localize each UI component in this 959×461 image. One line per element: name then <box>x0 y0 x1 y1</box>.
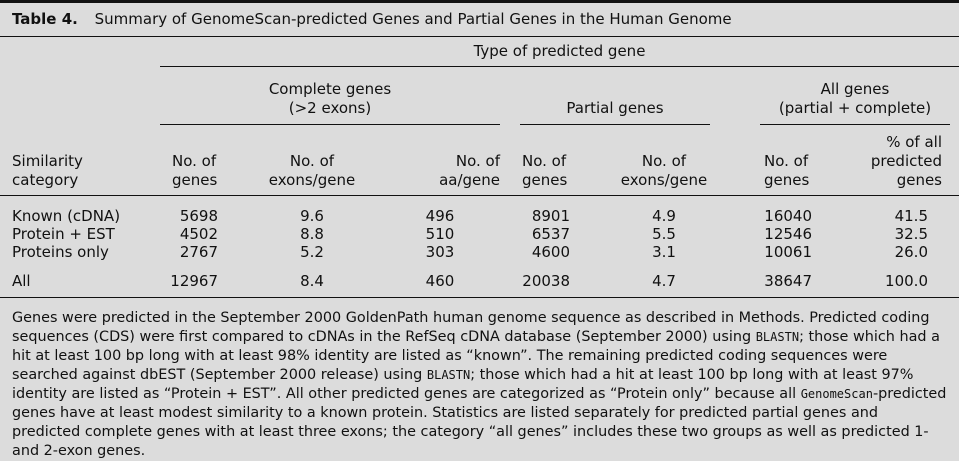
row-category: Protein + EST <box>12 225 115 243</box>
col-header-partial-exons-l2: exons/gene <box>620 171 708 189</box>
cell-complete-aa: 496 <box>425 207 455 225</box>
footnote-program: BLASTN <box>426 368 471 382</box>
row-category: Known (cDNA) <box>12 207 121 225</box>
col-header-all-pct-l3: genes <box>896 171 942 189</box>
cell-complete-exons: 5.2 <box>300 243 324 261</box>
col-header-all-genes: No. of genes <box>764 152 809 190</box>
col-header-partial-exons: No. of exons/gene <box>614 152 714 190</box>
all-genes-label: All genes <box>820 80 890 98</box>
cell-complete-genes: 5698 <box>179 207 218 225</box>
col-header-complete-genes-l2: genes <box>172 171 218 189</box>
cell-complete-genes: 2767 <box>179 243 218 261</box>
col-header-similarity-l2: category <box>12 171 79 189</box>
col-header-partial-genes: No. of genes <box>522 152 567 190</box>
table-title: Summary of GenomeScan-predicted Genes an… <box>94 10 732 28</box>
complete-genes-header: Complete genes (>2 exons) <box>160 80 500 118</box>
footnote-program: BLASTN <box>755 330 800 344</box>
cell-partial-genes: 4600 <box>531 243 570 261</box>
footnote-text: ; those which had a hit at least 100 bp … <box>12 329 940 383</box>
group-header: Type of predicted gene <box>473 42 646 60</box>
col-header-partial-genes-l1: No. of <box>522 152 567 170</box>
table-title-bar: Table 4. Summary of GenomeScan-predicted… <box>0 0 959 36</box>
col-header-all-genes-l2: genes <box>764 171 810 189</box>
col-header-all-genes-l1: No. of <box>764 152 809 170</box>
footnote-text: Genes were predicted in the September 20… <box>12 310 930 345</box>
cell-complete-aa: 460 <box>425 272 455 290</box>
col-header-complete-aa-l2: aa/gene <box>439 171 500 189</box>
col-header-complete-genes-l1: No. of <box>172 152 217 170</box>
col-header-complete-exons-l1: No. of <box>289 152 335 170</box>
col-header-complete-exons-l2: exons/gene <box>268 171 356 189</box>
cell-partial-genes: 8901 <box>531 207 570 225</box>
all-genes-header: All genes (partial + complete) <box>760 80 950 118</box>
col-header-complete-genes: No. of genes <box>172 152 217 190</box>
col-header-complete-exons: No. of exons/gene <box>262 152 362 190</box>
col-header-similarity: Similarity category <box>12 152 83 190</box>
cell-partial-exons: 4.9 <box>652 207 676 225</box>
footnote-program: GenomeScan <box>800 387 873 401</box>
cell-all-genes: 16040 <box>764 207 812 225</box>
col-header-all-pct: % of all predicted genes <box>842 133 942 190</box>
cell-all-genes: 10061 <box>764 243 812 261</box>
col-header-similarity-l1: Similarity <box>12 152 83 170</box>
table-footnote: Genes were predicted in the September 20… <box>12 309 948 461</box>
complete-genes-sublabel: (>2 exons) <box>288 99 372 117</box>
cell-partial-exons: 5.5 <box>652 225 676 243</box>
header-bottom-rule <box>0 195 959 196</box>
row-category: All <box>12 272 31 290</box>
table-bottom-rule <box>0 297 959 298</box>
col-header-complete-aa: No. of aa/gene <box>400 152 500 190</box>
all-genes-sublabel: (partial + complete) <box>778 99 932 117</box>
cell-all-genes: 12546 <box>764 225 812 243</box>
cell-complete-exons: 9.6 <box>300 207 324 225</box>
partial-genes-header: Partial genes <box>566 99 664 117</box>
complete-genes-underline <box>160 124 500 125</box>
cell-complete-genes: 12967 <box>170 272 218 290</box>
cell-complete-exons: 8.8 <box>300 225 324 243</box>
col-header-partial-exons-l1: No. of <box>641 152 687 170</box>
cell-complete-exons: 8.4 <box>300 272 324 290</box>
cell-partial-genes: 6537 <box>531 225 570 243</box>
group-header-underline <box>160 66 959 67</box>
col-header-complete-aa-l1: No. of <box>455 152 500 170</box>
cell-complete-aa: 510 <box>425 225 455 243</box>
cell-all-pct: 26.0 <box>894 243 928 261</box>
row-category: Proteins only <box>12 243 109 261</box>
cell-all-pct: 41.5 <box>894 207 928 225</box>
col-header-all-pct-l2: predicted <box>870 152 942 170</box>
partial-genes-underline <box>520 124 710 125</box>
complete-genes-label: Complete genes <box>268 80 392 98</box>
cell-partial-genes: 20038 <box>522 272 570 290</box>
cell-all-pct: 100.0 <box>885 272 928 290</box>
footnote-text: ; those which had a hit at least 100 bp … <box>12 367 914 402</box>
cell-partial-exons: 4.7 <box>652 272 676 290</box>
cell-partial-exons: 3.1 <box>652 243 676 261</box>
cell-all-pct: 32.5 <box>894 225 928 243</box>
cell-all-genes: 38647 <box>764 272 812 290</box>
table-number: Table 4. <box>12 10 78 28</box>
col-header-all-pct-l1: % of all <box>886 133 942 151</box>
all-genes-underline <box>760 124 950 125</box>
cell-complete-genes: 4502 <box>179 225 218 243</box>
title-rule <box>0 36 959 37</box>
col-header-partial-genes-l2: genes <box>522 171 568 189</box>
cell-complete-aa: 303 <box>425 243 455 261</box>
